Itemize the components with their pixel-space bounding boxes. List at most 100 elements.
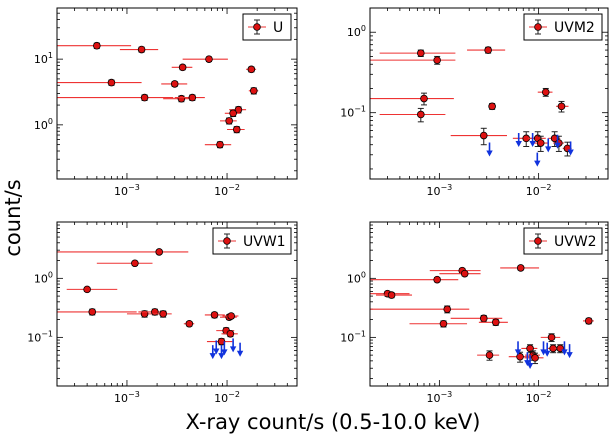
point-marker: [226, 329, 235, 338]
upper-limit-arrow: [567, 141, 574, 156]
y-axis-label: count/s: [1, 179, 25, 256]
y-tick-label: 10−1: [340, 105, 366, 120]
point-marker: [227, 312, 235, 320]
upper-limit-arrow: [514, 341, 522, 356]
point-marker: [439, 319, 448, 328]
upper-limit-arrow: [515, 133, 522, 148]
data-point: [222, 312, 239, 320]
legend: UVM2: [523, 13, 603, 41]
point-marker: [178, 63, 187, 72]
data-point: [370, 55, 456, 65]
data-point: [376, 291, 413, 299]
y-tick-label: 101: [34, 51, 53, 66]
point-marker: [210, 311, 219, 319]
data-point: [224, 109, 241, 118]
panel-uvm2: 10−3 10−2 10−1 100 UVM2: [340, 7, 609, 198]
point-marker: [205, 55, 213, 63]
upper-limit-arrow: [554, 134, 561, 149]
y-tick-label: 100: [347, 270, 366, 285]
point-marker: [225, 117, 233, 125]
data-point: [57, 41, 132, 50]
data-point: [478, 318, 508, 327]
data-point: [409, 319, 468, 328]
data-point: [119, 45, 159, 54]
y-tick-label: 100: [34, 270, 53, 285]
panel-u: 10−3 10−2 100 101 U: [34, 7, 298, 198]
point-marker: [155, 248, 164, 256]
data-point: [508, 351, 532, 363]
upper-limit-arrow: [229, 338, 237, 353]
point-marker: [185, 319, 194, 328]
point-marker: [516, 264, 525, 272]
point-marker: [247, 65, 256, 74]
point-marker: [249, 86, 258, 95]
data-point: [540, 333, 561, 343]
legend-label: UVW1: [243, 234, 286, 250]
data-point: [370, 92, 454, 106]
data-point: [488, 102, 496, 111]
upper-limit-arrow: [218, 345, 225, 360]
data-point: [370, 275, 459, 284]
data-point: [57, 78, 142, 87]
data-point: [161, 80, 188, 88]
data-point: [583, 317, 594, 325]
data-layer: [370, 264, 594, 370]
point-marker: [443, 305, 452, 313]
data-point: [57, 248, 189, 256]
data-point: [439, 269, 481, 278]
point-marker: [159, 310, 167, 318]
legend-label: U: [273, 20, 283, 36]
upper-limit-arrow: [534, 152, 541, 167]
point-marker: [541, 88, 550, 96]
upper-limit-arrow: [213, 340, 220, 355]
data-point: [246, 65, 257, 74]
data-point: [546, 344, 559, 354]
data-point: [556, 100, 569, 113]
panel-uvw2: 10−3 10−2 10−1 100 UVW2: [340, 221, 609, 405]
point-marker: [547, 333, 556, 342]
upper-limit-arrow: [209, 345, 216, 360]
point-marker: [536, 139, 545, 147]
data-point: [227, 125, 245, 134]
x-tick-label: 10−2: [526, 183, 552, 198]
point-marker: [170, 80, 179, 88]
point-marker: [140, 93, 149, 102]
point-marker: [526, 344, 534, 353]
legend-label: UVM2: [554, 20, 595, 36]
data-point: [477, 350, 500, 361]
point-marker: [531, 354, 539, 362]
x-tick-label: 10−3: [114, 183, 140, 198]
legend: UVW2: [523, 227, 603, 255]
data-point: [521, 344, 538, 354]
point-marker: [232, 125, 241, 134]
point-marker: [433, 56, 441, 64]
upper-limit-arrow: [561, 341, 568, 356]
data-layer: [57, 248, 244, 360]
plot-frame: [56, 7, 298, 180]
upper-limit-arrow: [545, 138, 552, 153]
panel-uvw1: 10−3 10−2 10−1 100 UVW1: [27, 221, 298, 405]
data-point: [204, 311, 225, 319]
x-tick-label: 10−3: [426, 183, 452, 198]
upper-limit-arrow: [529, 133, 536, 148]
data-point: [66, 285, 118, 294]
data-layer: [370, 46, 574, 167]
plot-frame: [369, 7, 609, 180]
point-marker: [131, 259, 139, 268]
point-marker: [177, 94, 186, 103]
y-tick-label: 10−1: [340, 329, 366, 344]
point-marker: [188, 93, 197, 102]
point-marker: [229, 109, 237, 118]
point-marker: [216, 140, 224, 149]
point-marker: [387, 291, 396, 299]
data-point: [174, 93, 205, 102]
data-point: [500, 264, 540, 272]
point-marker: [137, 45, 146, 54]
upper-limit-arrow: [543, 342, 551, 357]
x-axis-label: X-ray count/s (0.5-10.0 keV): [186, 410, 481, 434]
data-point: [379, 49, 456, 57]
plot-frame: [369, 221, 609, 387]
data-point: [219, 117, 237, 125]
